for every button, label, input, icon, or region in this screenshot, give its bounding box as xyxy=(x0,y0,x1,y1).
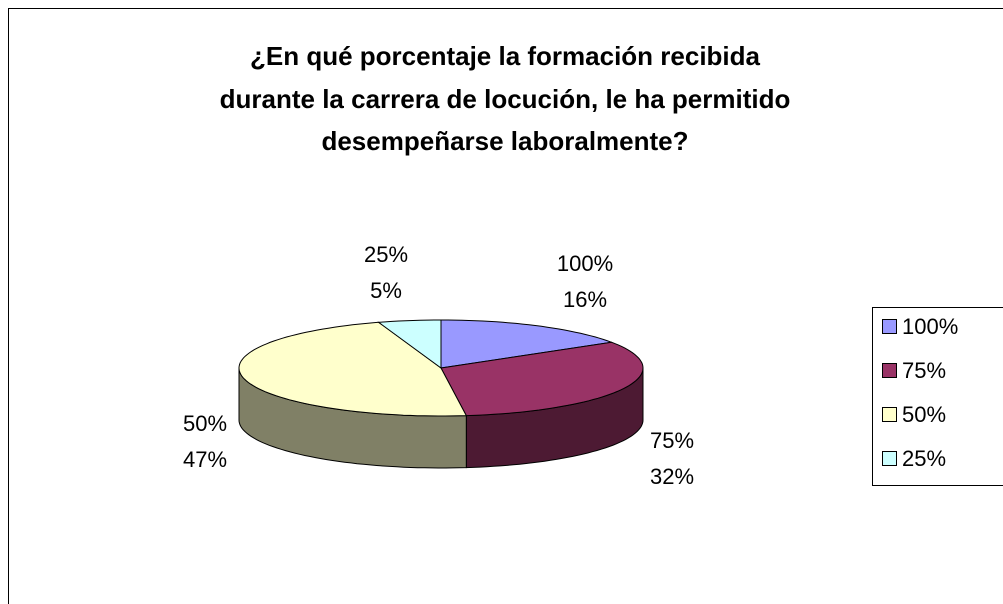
legend-swatch xyxy=(882,451,897,466)
legend-swatch xyxy=(882,319,897,334)
data-label-category: 25% xyxy=(364,242,408,267)
legend-label: 50% xyxy=(902,402,946,427)
legend-label: 75% xyxy=(902,358,946,383)
data-label-value: 16% xyxy=(563,287,607,312)
chart-title: ¿En qué porcentaje la formación recibida xyxy=(250,41,761,71)
legend-swatch xyxy=(882,363,897,378)
chart-frame xyxy=(8,8,1003,604)
data-label-category: 100% xyxy=(557,251,613,276)
legend-label: 100% xyxy=(902,314,958,339)
pie-slice xyxy=(440,341,644,417)
pie-slice xyxy=(377,319,442,369)
pie-slice xyxy=(238,321,468,417)
chart-title: durante la carrera de locución, le ha pe… xyxy=(220,84,791,114)
data-label-value: 47% xyxy=(183,447,227,472)
legend-label: 25% xyxy=(902,446,946,471)
pie-slice xyxy=(440,319,612,369)
data-label-category: 75% xyxy=(650,428,694,453)
legend-swatch xyxy=(882,407,897,422)
chart-title: desempeñarse laboralmente? xyxy=(321,126,688,156)
data-label-category: 50% xyxy=(183,411,227,436)
data-label-value: 32% xyxy=(650,464,694,489)
data-label-value: 5% xyxy=(370,278,402,303)
